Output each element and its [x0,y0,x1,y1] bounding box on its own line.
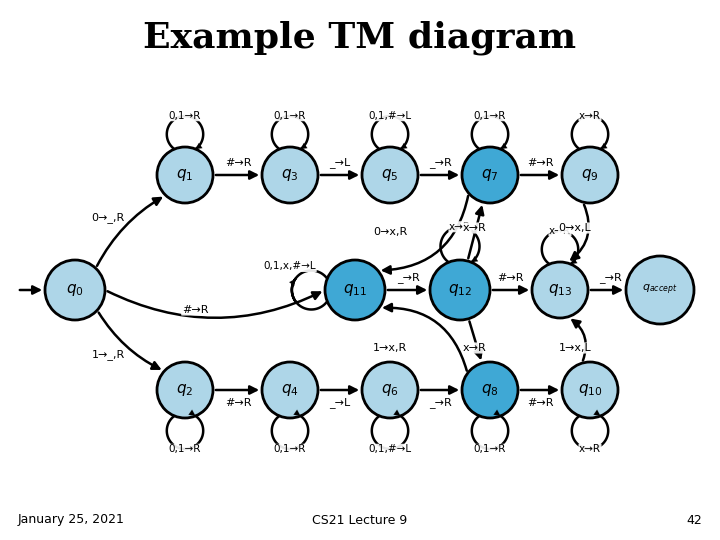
Text: $q_{accept}$: $q_{accept}$ [642,283,678,297]
Text: $q_{8}$: $q_{8}$ [481,382,499,398]
Circle shape [262,362,318,418]
Text: $q_{5}$: $q_{5}$ [382,167,399,183]
Text: $q_{0}$: $q_{0}$ [66,282,84,298]
Text: 42: 42 [686,514,702,526]
Text: 0,1→R: 0,1→R [274,111,306,121]
Text: $q_{9}$: $q_{9}$ [581,167,599,183]
Text: 0,1,#→L: 0,1,#→L [369,444,412,454]
Circle shape [157,147,213,203]
Text: _→R: _→R [428,397,451,408]
Text: 0,1→R: 0,1→R [274,444,306,454]
Text: _→L: _→L [329,397,351,408]
Circle shape [430,260,490,320]
Text: $q_{12}$: $q_{12}$ [448,282,472,298]
Text: x→R: x→R [579,444,601,454]
Text: #→R: #→R [181,305,208,315]
Text: $q_{11}$: $q_{11}$ [343,282,367,298]
Text: 0→x,L: 0→x,L [559,223,591,233]
Text: $q_{10}$: $q_{10}$ [577,382,603,398]
Text: 1→x,R: 1→x,R [373,343,407,353]
Circle shape [626,256,694,324]
Circle shape [462,147,518,203]
Text: #→R: #→R [527,398,553,408]
Text: 0,1,#→L: 0,1,#→L [369,111,412,121]
Text: 0,1→R: 0,1→R [168,111,201,121]
Text: 0,1,x,#→L: 0,1,x,#→L [264,261,316,272]
Text: $q_{6}$: $q_{6}$ [381,382,399,398]
Text: #→R: #→R [225,398,251,408]
Text: 0,1→R: 0,1→R [168,444,201,454]
Circle shape [532,262,588,318]
Circle shape [362,362,418,418]
Text: 0,1→R: 0,1→R [474,444,506,454]
Text: 0→x,R: 0→x,R [373,227,407,237]
Text: 0,1→R: 0,1→R [474,111,506,121]
Circle shape [562,362,618,418]
Circle shape [45,260,105,320]
Circle shape [562,147,618,203]
Text: #→R: #→R [225,158,251,168]
Circle shape [262,147,318,203]
Text: 0→_,R: 0→_,R [91,213,125,224]
Circle shape [157,362,213,418]
Text: x→R: x→R [549,226,571,235]
Text: 1→x,L: 1→x,L [559,343,591,353]
Circle shape [462,362,518,418]
Text: Example TM diagram: Example TM diagram [143,21,577,55]
Text: _→L: _→L [329,158,351,168]
Text: _→R: _→R [428,158,451,168]
Text: _→R: _→R [598,273,621,284]
Text: $q_{2}$: $q_{2}$ [176,382,194,398]
Circle shape [325,260,385,320]
Text: x→R: x→R [449,222,471,232]
Text: $q_{3}$: $q_{3}$ [282,167,299,183]
Text: #→R: #→R [497,273,523,283]
Text: x→R: x→R [463,343,487,353]
Circle shape [362,147,418,203]
Text: _→R: _→R [397,273,419,284]
Text: $q_{7}$: $q_{7}$ [481,167,499,183]
Text: $q_{4}$: $q_{4}$ [281,382,299,398]
Text: 1→_,R: 1→_,R [91,349,125,361]
Text: $q_{13}$: $q_{13}$ [548,282,572,298]
Text: $q_{1}$: $q_{1}$ [176,167,194,183]
Text: CS21 Lecture 9: CS21 Lecture 9 [312,514,408,526]
Text: #→R: #→R [527,158,553,168]
Text: January 25, 2021: January 25, 2021 [18,514,125,526]
Text: x→R: x→R [463,223,487,233]
Text: x→R: x→R [579,111,601,121]
